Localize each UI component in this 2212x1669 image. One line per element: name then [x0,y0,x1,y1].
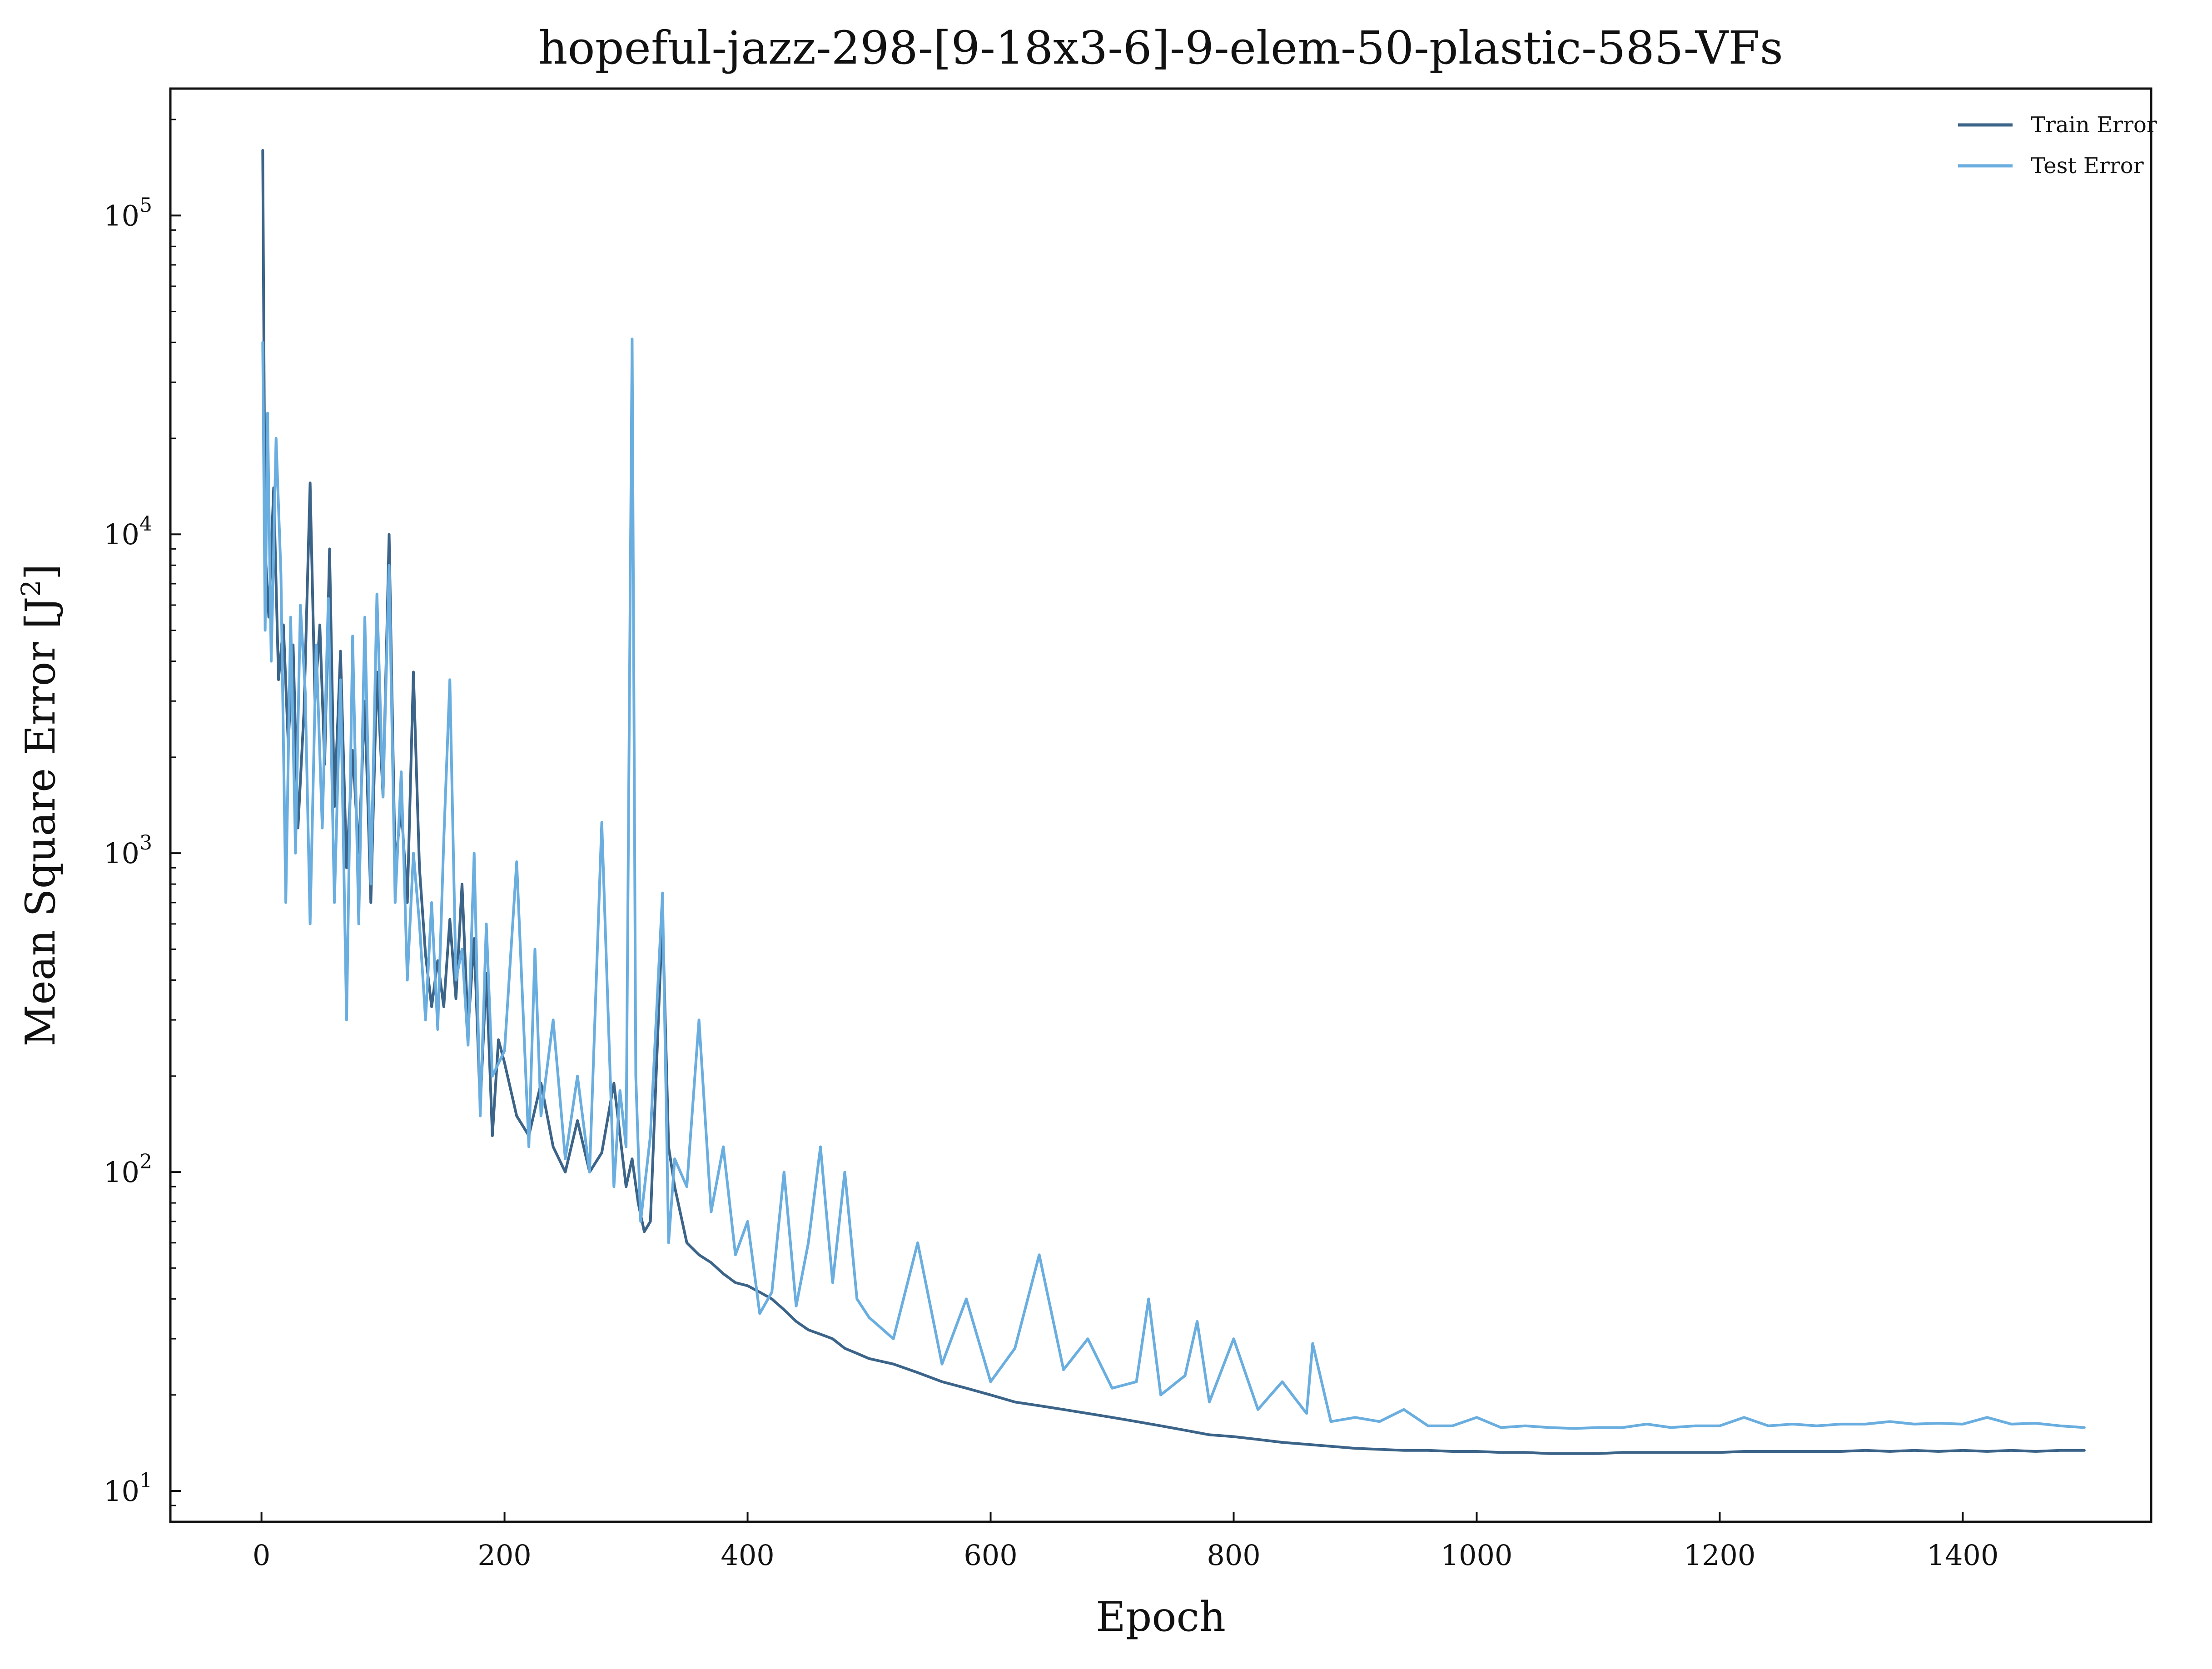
y-axis-label-suffix: ] [17,564,65,580]
legend: Train Error Test Error [1958,112,2157,179]
series-line-train-error [261,149,2086,1455]
y-tick-exponent: 4 [139,512,152,536]
x-tick-label: 800 [1207,1539,1260,1572]
y-tick-base: 10 [104,199,139,232]
y-tick-base: 10 [104,1156,139,1189]
y-tick-exponent: 3 [139,831,152,854]
y-tick-label: 101 [104,1469,152,1508]
x-tick-label: 1400 [1927,1539,1999,1572]
series-line-test-error [261,338,2086,1430]
y-axis-label: Mean Square Error [J2] [15,564,65,1046]
chart-title: hopeful-jazz-298-[9-18x3-6]-9-elem-50-pl… [538,21,1783,75]
y-axis-label-main: Mean Square Error [J [17,596,65,1046]
series-layer [261,149,2086,1455]
plot-frame [169,87,2152,1523]
x-tick-label: 600 [964,1539,1017,1572]
x-tick-label: 0 [253,1539,270,1572]
legend-label-train-error: Train Error [2031,112,2157,138]
x-tick-label: 1200 [1684,1539,1756,1572]
y-tick-label: 104 [104,512,152,551]
x-tick-label: 200 [477,1539,531,1572]
y-tick-exponent: 5 [139,194,152,217]
y-tick-label: 103 [104,831,152,870]
y-tick-base: 10 [104,518,139,551]
y-axis-label-sup: 2 [15,580,46,597]
y-tick-label: 105 [104,194,152,232]
x-tick-label: 400 [721,1539,774,1572]
y-tick-base: 10 [104,837,139,870]
y-tick-exponent: 2 [139,1150,152,1173]
x-tick-label: 1000 [1441,1539,1513,1572]
legend-label-test-error: Test Error [2031,153,2144,179]
x-axis-label: Epoch [1096,1593,1226,1641]
y-tick-base: 10 [104,1475,139,1508]
y-tick-exponent: 1 [139,1469,152,1492]
y-tick-label: 102 [104,1150,152,1189]
